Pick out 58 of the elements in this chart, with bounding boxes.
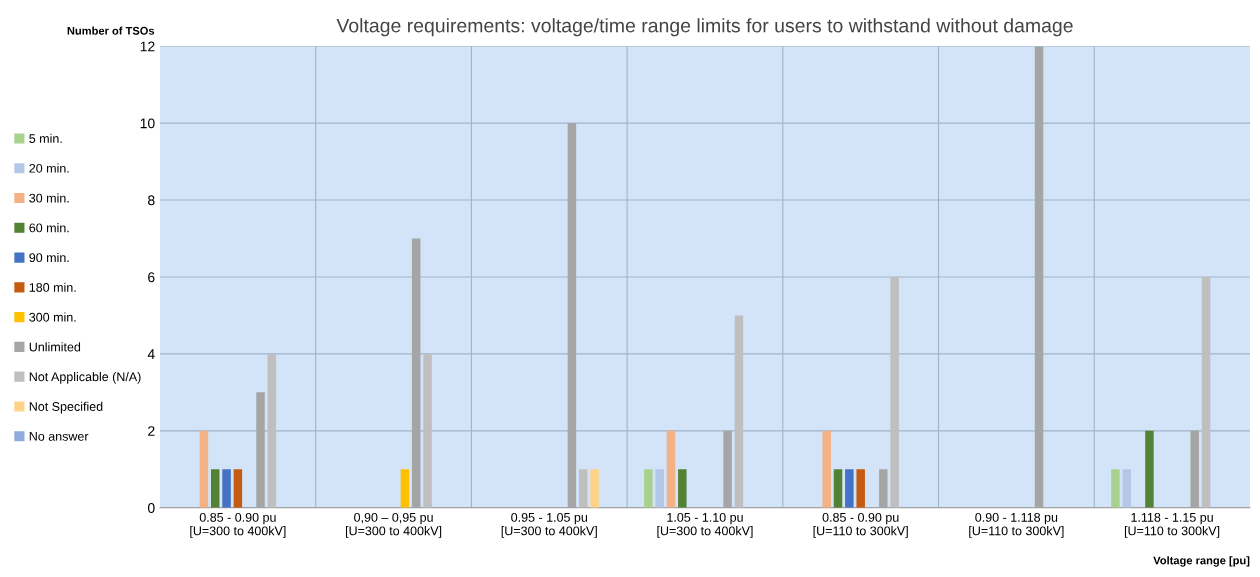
bar: [1122, 469, 1132, 508]
bar: [890, 276, 899, 508]
legend-label: 90 min.: [29, 252, 69, 263]
bar: [267, 353, 277, 508]
bar: [879, 469, 888, 508]
bar: [256, 392, 265, 508]
legend-label: Unlimited: [29, 342, 81, 352]
bar: [655, 469, 664, 508]
x-tick-label: 0.95 - 1.05 pu [U=300 to 400kV]: [501, 512, 597, 538]
x-tick-label: 1.05 - 1.10 pu [U=300 to 400kV]: [657, 512, 753, 538]
legend-label: 300 min.: [29, 312, 76, 322]
bar: [199, 430, 209, 508]
y-tick-label: 2: [148, 426, 155, 436]
x-axis-title: Voltage range [pu]: [1153, 556, 1250, 567]
x-tick-label: 1.118 - 1.15 pu [U=110 to 300kV]: [1124, 512, 1220, 538]
bar: [833, 469, 843, 508]
legend-label: Not Specified: [29, 401, 103, 414]
y-tick-label: 10: [140, 118, 155, 129]
bar: [210, 469, 220, 508]
chart-title: Voltage requirements: voltage/time range limits for users to withstand without damage: [336, 18, 1073, 37]
y-tick-label: 4: [147, 349, 155, 359]
bar: [1190, 430, 1199, 508]
bar: [567, 123, 577, 508]
legend-label: 20 min.: [29, 163, 69, 173]
bar: [1034, 46, 1044, 508]
legend-label: 180 min.: [29, 282, 76, 292]
legend-label: Not Applicable (N/A): [29, 372, 141, 384]
bar: [233, 469, 243, 508]
x-tick-label: 0.85 - 0.90 pu [U=300 to 400kV]: [190, 512, 286, 538]
bar: [590, 469, 599, 508]
bar: [578, 469, 588, 508]
bar: [734, 315, 744, 508]
legend-label: 30 min.: [29, 193, 69, 203]
bar: [411, 238, 421, 508]
x-tick-label: 0,90 – 0,95 pu [U=300 to 400kV]: [345, 512, 442, 538]
legend-label: No answer: [29, 432, 89, 441]
y-tick-label: 6: [148, 272, 155, 283]
bar: [400, 469, 410, 508]
bar: [222, 469, 231, 508]
bar: [423, 353, 432, 508]
y-tick-label: 12: [140, 41, 155, 52]
bar: [1111, 469, 1120, 508]
bar: [845, 469, 854, 508]
y-axis-title: Number of TSOs: [67, 26, 155, 35]
x-tick-label: 0.85 - 0.90 pu [U=110 to 300kV]: [813, 512, 908, 538]
legend-label: 5 min.: [29, 133, 62, 143]
x-tick-label: 0.90 - 1.118 pu [U=110 to 300kV]: [969, 512, 1064, 538]
bar: [1145, 430, 1154, 508]
y-tick-label: 8: [148, 195, 155, 206]
bar: [1201, 276, 1211, 508]
y-tick-label: 0: [147, 503, 155, 513]
bar: [723, 430, 732, 508]
legend-label: 60 min.: [29, 223, 69, 233]
bar: [644, 469, 653, 508]
bar: [678, 469, 687, 508]
bar: [666, 430, 676, 508]
bar: [856, 469, 865, 508]
bar: [822, 430, 831, 508]
